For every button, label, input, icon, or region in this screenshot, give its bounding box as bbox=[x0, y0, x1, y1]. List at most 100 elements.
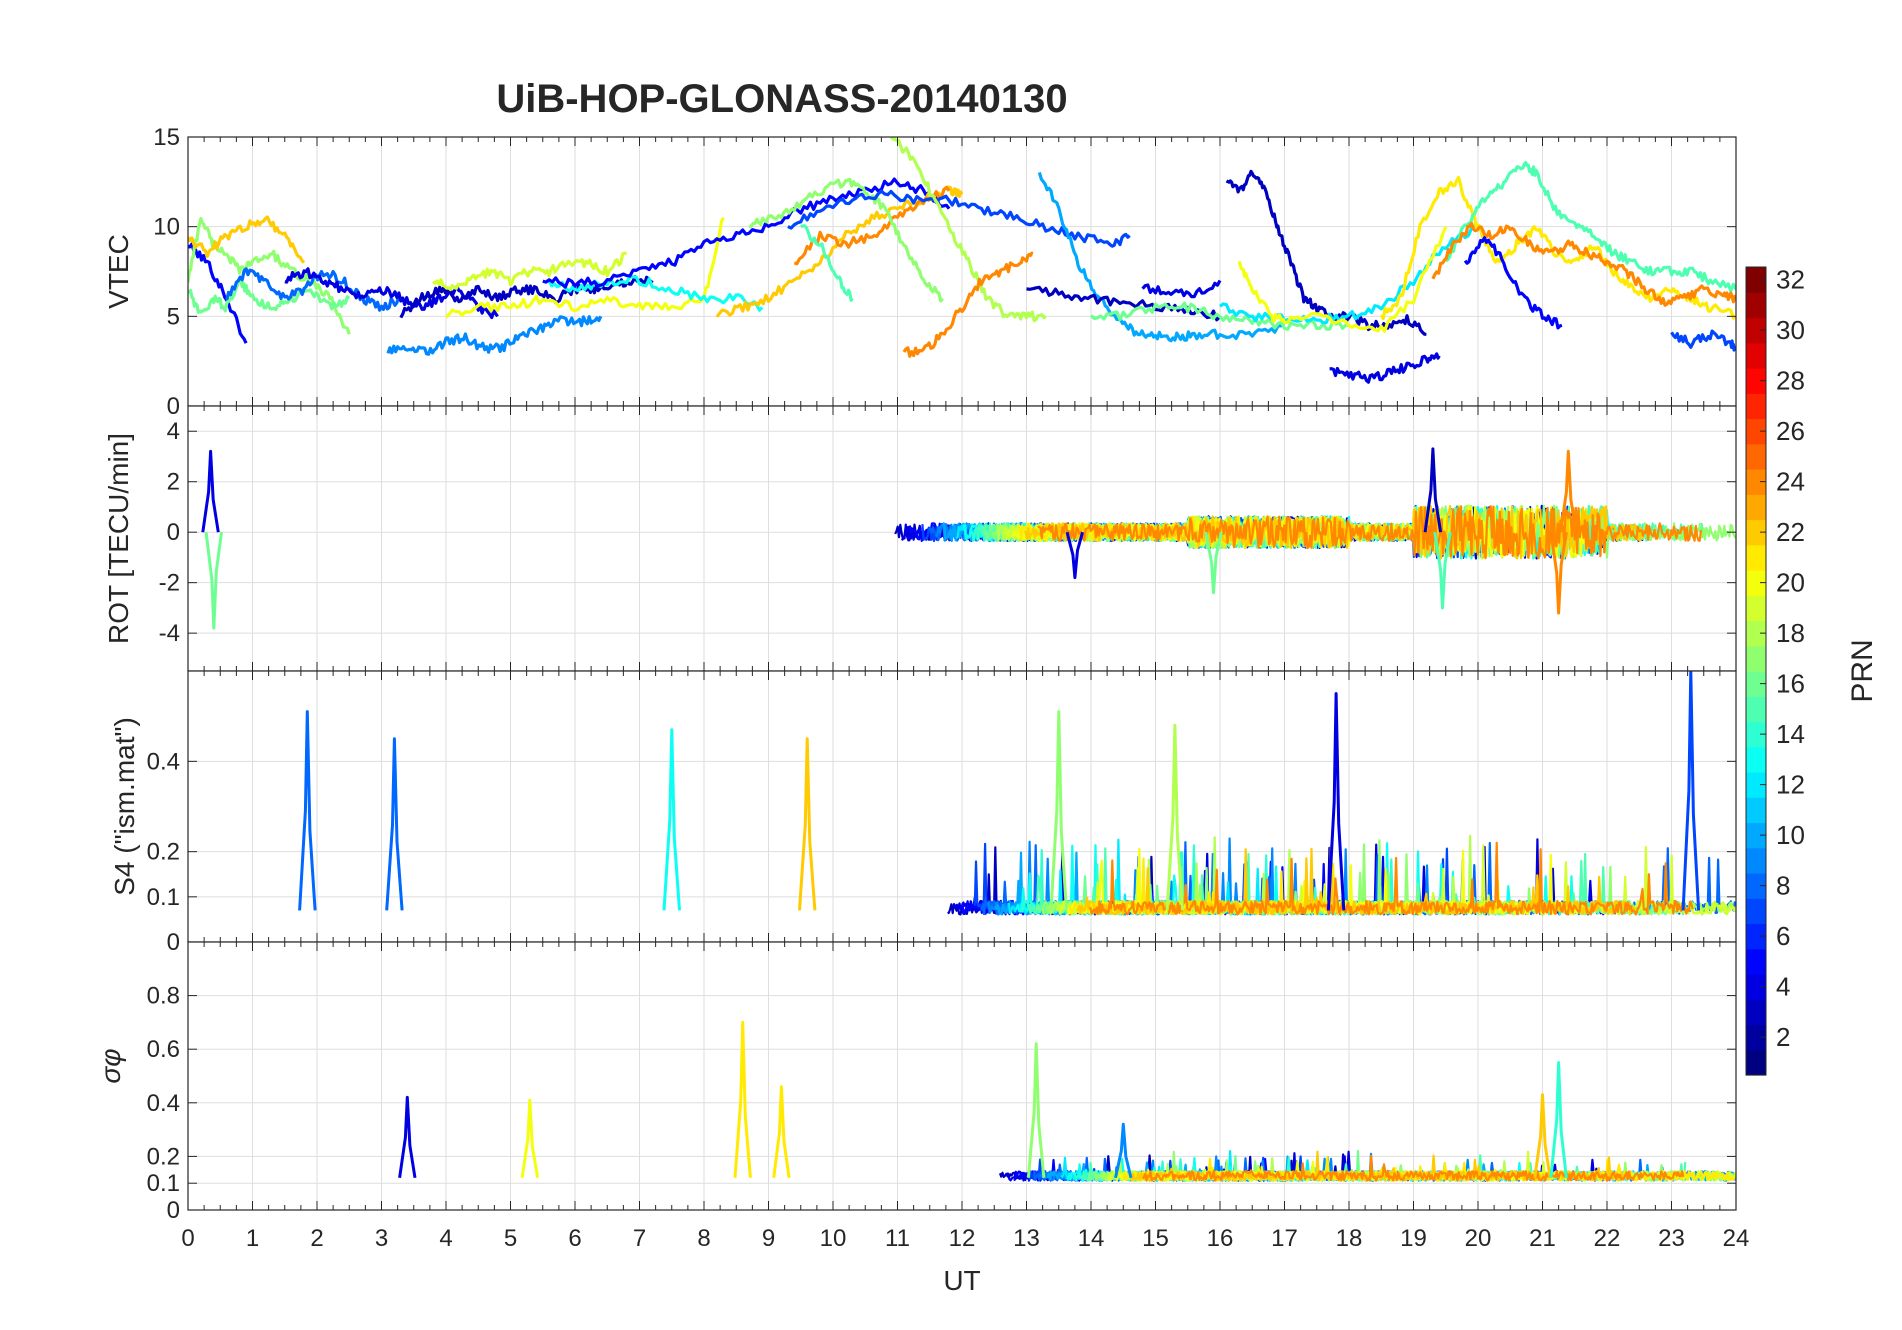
vtec-series-prn-24 bbox=[1431, 221, 1736, 307]
colorbar-segment bbox=[1746, 948, 1766, 975]
colorbar-segment bbox=[1746, 519, 1766, 546]
rot-peak-prn-4 bbox=[1065, 531, 1085, 580]
y-tick-label: 0.2 bbox=[147, 839, 180, 866]
s4-peak-prn-8 bbox=[298, 710, 317, 911]
s4-series-prn-24 bbox=[1089, 841, 1694, 916]
x-tick-label: 11 bbox=[885, 1225, 910, 1252]
panel-rot: -4 -2 0 2 4 ROT [TECU/min] bbox=[103, 405, 1737, 672]
vtec-series-prn-17 bbox=[748, 177, 944, 303]
vtec-series-prn-7 bbox=[1670, 329, 1736, 352]
colorbar-tick-label: 32 bbox=[1776, 265, 1805, 295]
sigma_phi-peak-prn-22 bbox=[1533, 1093, 1552, 1179]
vtec-series-prn-15 bbox=[800, 224, 854, 302]
y-tick-label: 2 bbox=[167, 469, 180, 496]
colorbar-segment bbox=[1746, 443, 1766, 470]
y-axis-label: σφ bbox=[95, 1048, 126, 1083]
plot-area bbox=[398, 1020, 1736, 1182]
x-tick-label: 21 bbox=[1529, 1225, 1556, 1252]
chart-title: UiB-HOP-GLONASS-20140130 bbox=[496, 77, 1067, 121]
vtec-series-prn-4 bbox=[284, 267, 499, 320]
vtec-series-prn-16 bbox=[1089, 301, 1350, 331]
colorbar-segment bbox=[1746, 772, 1766, 798]
colorbar-tick-label: 16 bbox=[1776, 669, 1805, 699]
colorbar-segment bbox=[1746, 1024, 1766, 1051]
y-axis-label: ROT [TECU/min] bbox=[103, 433, 134, 644]
x-tick-label: 10 bbox=[820, 1225, 847, 1252]
colorbar-segment bbox=[1746, 317, 1766, 344]
y-tick-label: 0 bbox=[167, 929, 180, 956]
colorbar-segment bbox=[1746, 721, 1766, 748]
colorbar-segment bbox=[1746, 292, 1766, 319]
x-tick-label: 0 bbox=[181, 1225, 194, 1252]
x-tick-label: 1 bbox=[246, 1225, 259, 1252]
colorbar-segment bbox=[1746, 898, 1766, 925]
vtec-series-prn-19 bbox=[431, 251, 628, 292]
plot-area bbox=[298, 671, 1736, 916]
rot-peak-prn-4 bbox=[201, 449, 220, 533]
rot-peak-prn-16 bbox=[1204, 531, 1223, 595]
s4-peak-prn-22 bbox=[798, 737, 817, 911]
colorbar-segment bbox=[1746, 974, 1766, 1000]
sigma_phi-series-prn-24 bbox=[1141, 1154, 1685, 1182]
sigma_phi-peak-prn-4 bbox=[398, 1095, 417, 1179]
y-tick-label: 15 bbox=[153, 124, 180, 151]
vtec-series-prn-3 bbox=[1225, 169, 1427, 336]
colorbar-label: PRN bbox=[1846, 639, 1879, 702]
x-tick-label: 13 bbox=[1013, 1225, 1040, 1252]
s4-peak-prn-18 bbox=[1165, 723, 1185, 911]
s4-peak-prn-4 bbox=[1326, 692, 1346, 911]
colorbar-segment bbox=[1746, 746, 1766, 773]
colorbar-segment bbox=[1746, 267, 1766, 293]
colorbar-frame bbox=[1745, 266, 1767, 1076]
x-tick-label: 9 bbox=[762, 1225, 775, 1252]
rot-peak-prn-16 bbox=[204, 532, 223, 630]
colorbar-segment bbox=[1746, 570, 1766, 596]
x-tick-label: 15 bbox=[1142, 1225, 1169, 1252]
rot-series-prn-24 bbox=[1037, 505, 1703, 560]
colorbar-segment bbox=[1746, 494, 1766, 521]
colorbar-segment bbox=[1746, 393, 1766, 420]
sigma_phi-peak-prn-21 bbox=[772, 1085, 791, 1179]
colorbar-tick-label: 4 bbox=[1776, 972, 1790, 1002]
s4-peak-prn-8 bbox=[385, 737, 404, 911]
y-tick-label: -2 bbox=[159, 570, 180, 597]
vtec-series-prn-15 bbox=[1444, 161, 1736, 293]
rot-peak-prn-3 bbox=[1423, 447, 1443, 533]
rot-peak-prn-24 bbox=[1549, 531, 1568, 615]
y-axis-label: S4 ("ism.mat") bbox=[109, 717, 140, 896]
y-tick-label: 10 bbox=[153, 214, 180, 241]
colorbar-tick-label: 6 bbox=[1776, 921, 1790, 951]
s4-peak-prn-7 bbox=[1681, 671, 1701, 911]
sigma_phi-peak-prn-14 bbox=[1549, 1061, 1568, 1178]
colorbar-tick-label: 26 bbox=[1776, 416, 1805, 446]
x-tick-label: 12 bbox=[949, 1225, 976, 1252]
colorbar-tick-label: 2 bbox=[1776, 1022, 1790, 1052]
colorbar-segment bbox=[1746, 923, 1766, 950]
panel-s4: 0 0.1 0.2 0.4 S4 ("ism.mat") bbox=[109, 670, 1737, 956]
sigma_phi-peak-prn-17 bbox=[1026, 1042, 1046, 1178]
x-tick-label: 14 bbox=[1078, 1225, 1105, 1252]
y-tick-label: 0 bbox=[167, 1197, 180, 1224]
colorbar-tick-label: 22 bbox=[1776, 517, 1805, 547]
vtec-series-prn-17 bbox=[188, 216, 351, 335]
colorbar-segment bbox=[1746, 342, 1766, 369]
sigma_phi-peak-prn-21 bbox=[733, 1020, 752, 1178]
vtec-series-prn-4 bbox=[1141, 279, 1222, 299]
colorbar-segment bbox=[1746, 999, 1766, 1026]
vtec-series-prn-24 bbox=[902, 251, 1034, 358]
x-tick-label: 18 bbox=[1336, 1225, 1363, 1252]
sigma_phi-peak-prn-9 bbox=[1114, 1122, 1133, 1179]
x-tick-label: 20 bbox=[1465, 1225, 1492, 1252]
x-tick-label: 2 bbox=[310, 1225, 323, 1252]
y-tick-label: 0.8 bbox=[147, 983, 180, 1010]
colorbar-tick-label: 12 bbox=[1776, 770, 1805, 800]
colorbar-segment bbox=[1746, 1049, 1766, 1076]
colorbar-tick-label: 24 bbox=[1776, 467, 1805, 497]
vtec-series-prn-9 bbox=[386, 315, 603, 356]
s4-peak-prn-17 bbox=[1049, 710, 1068, 911]
rot-peak-prn-15 bbox=[1433, 531, 1452, 610]
colorbar-segment bbox=[1746, 368, 1766, 394]
